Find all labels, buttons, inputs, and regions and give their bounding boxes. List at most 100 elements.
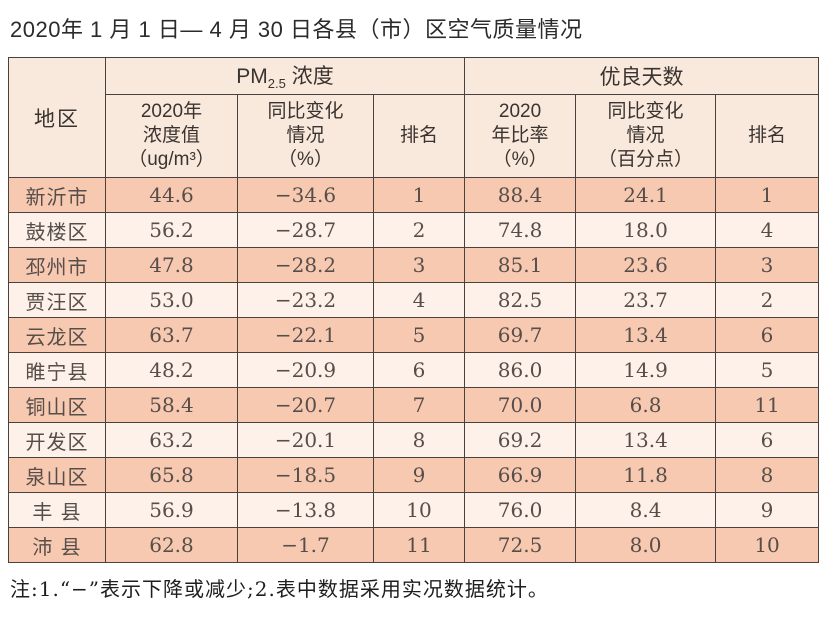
cell-pm-change: −20.9 bbox=[237, 352, 374, 388]
cell-pm-value: 63.7 bbox=[105, 317, 238, 353]
cell-good-rank: 3 bbox=[715, 247, 820, 283]
table-header: 地区 PM2.5 浓度 优良天数 2020年 浓度值 （ug/m³） 同比变化 … bbox=[8, 57, 820, 178]
cell-good-change: 24.1 bbox=[575, 177, 717, 213]
cell-good-rank: 4 bbox=[715, 212, 820, 248]
cell-pm-rank: 7 bbox=[372, 387, 466, 423]
cell-pm-value: 53.0 bbox=[105, 282, 238, 318]
cell-pm-value: 65.8 bbox=[105, 457, 238, 493]
cell-region: 铜山区 bbox=[8, 387, 106, 423]
cell-good-rank: 6 bbox=[715, 422, 820, 458]
pm25-label: PM bbox=[236, 65, 268, 89]
cell-region: 泉山区 bbox=[8, 457, 106, 493]
pm25-label-rest: 浓度 bbox=[285, 65, 334, 89]
cell-good-change: 13.4 bbox=[575, 317, 717, 353]
cell-good-change: 23.6 bbox=[575, 247, 717, 283]
cell-good-change: 11.8 bbox=[575, 457, 717, 493]
cell-region: 贾汪区 bbox=[8, 282, 106, 318]
cell-good-change: 23.7 bbox=[575, 282, 717, 318]
table-row: 丰 县 56.9 −13.8 10 76.0 8.4 9 bbox=[8, 492, 820, 528]
cell-region: 新沂市 bbox=[8, 177, 106, 213]
cell-good-ratio: 74.8 bbox=[464, 212, 577, 248]
cell-pm-value: 48.2 bbox=[105, 352, 238, 388]
cell-pm-value: 56.9 bbox=[105, 492, 238, 528]
table-row: 鼓楼区 56.2 −28.7 2 74.8 18.0 4 bbox=[8, 212, 820, 248]
cell-pm-rank: 6 bbox=[372, 352, 466, 388]
cell-good-rank: 9 bbox=[715, 492, 820, 528]
subheader-good-rank: 排名 bbox=[715, 94, 820, 178]
cell-pm-change: −28.7 bbox=[237, 212, 374, 248]
cell-region: 睢宁县 bbox=[8, 352, 106, 388]
cell-pm-value: 62.8 bbox=[105, 527, 238, 563]
cell-pm-change: −20.1 bbox=[237, 422, 374, 458]
cell-good-change: 8.4 bbox=[575, 492, 717, 528]
cell-pm-value: 63.2 bbox=[105, 422, 238, 458]
cell-pm-change: −34.6 bbox=[237, 177, 374, 213]
cell-good-change: 18.0 bbox=[575, 212, 717, 248]
table-row: 沛 县 62.8 −1.7 11 72.5 8.0 10 bbox=[8, 527, 820, 563]
cell-pm-rank: 10 bbox=[372, 492, 466, 528]
cell-pm-value: 47.8 bbox=[105, 247, 238, 283]
cell-pm-rank: 3 bbox=[372, 247, 466, 283]
cell-good-ratio: 69.7 bbox=[464, 317, 577, 353]
table-footnote: 注:1.“−”表示下降或减少;2.表中数据采用实况数据统计。 bbox=[10, 577, 549, 601]
cell-good-change: 13.4 bbox=[575, 422, 717, 458]
cell-good-ratio: 88.4 bbox=[464, 177, 577, 213]
cell-good-ratio: 70.0 bbox=[464, 387, 577, 423]
cell-pm-change: −22.1 bbox=[237, 317, 374, 353]
cell-good-rank: 11 bbox=[715, 387, 820, 423]
subheader-pm-rank: 排名 bbox=[372, 94, 466, 178]
cell-good-change: 14.9 bbox=[575, 352, 717, 388]
header-group-pm25: PM2.5 浓度 bbox=[104, 57, 466, 95]
cell-region: 开发区 bbox=[8, 422, 106, 458]
cell-pm-rank: 5 bbox=[372, 317, 466, 353]
header-region: 地区 bbox=[8, 57, 106, 178]
cell-good-ratio: 76.0 bbox=[464, 492, 577, 528]
table-row: 开发区 63.2 −20.1 8 69.2 13.4 6 bbox=[8, 422, 820, 458]
cell-pm-change: −23.2 bbox=[237, 282, 374, 318]
table-row: 睢宁县 48.2 −20.9 6 86.0 14.9 5 bbox=[8, 352, 820, 388]
cell-good-rank: 10 bbox=[715, 527, 820, 563]
cell-pm-rank: 8 bbox=[372, 422, 466, 458]
cell-good-ratio: 66.9 bbox=[464, 457, 577, 493]
cell-good-change: 6.8 bbox=[575, 387, 717, 423]
table-row: 云龙区 63.7 −22.1 5 69.7 13.4 6 bbox=[8, 317, 820, 353]
cell-good-ratio: 85.1 bbox=[464, 247, 577, 283]
header-group-good-days: 优良天数 bbox=[464, 57, 820, 95]
cell-pm-change: −1.7 bbox=[237, 527, 374, 563]
cell-pm-change: −20.7 bbox=[237, 387, 374, 423]
cell-good-ratio: 82.5 bbox=[464, 282, 577, 318]
pm25-subscript: 2.5 bbox=[267, 76, 286, 92]
table-row: 贾汪区 53.0 −23.2 4 82.5 23.7 2 bbox=[8, 282, 820, 318]
cell-pm-value: 58.4 bbox=[105, 387, 238, 423]
cell-pm-rank: 4 bbox=[372, 282, 466, 318]
cell-region: 沛 县 bbox=[8, 527, 106, 563]
table-row: 铜山区 58.4 −20.7 7 70.0 6.8 11 bbox=[8, 387, 820, 423]
cell-good-rank: 1 bbox=[715, 177, 820, 213]
cell-good-rank: 5 bbox=[715, 352, 820, 388]
cell-good-change: 8.0 bbox=[575, 527, 717, 563]
cell-pm-rank: 1 bbox=[372, 177, 466, 213]
cell-region: 丰 县 bbox=[8, 492, 106, 528]
cell-region: 鼓楼区 bbox=[8, 212, 106, 248]
subheader-good-ratio: 2020 年比率 （%） bbox=[464, 94, 577, 178]
cell-pm-change: −28.2 bbox=[237, 247, 374, 283]
cell-pm-rank: 11 bbox=[372, 527, 466, 563]
cell-pm-value: 44.6 bbox=[105, 177, 238, 213]
cell-pm-value: 56.2 bbox=[105, 212, 238, 248]
table-row: 泉山区 65.8 −18.5 9 66.9 11.8 8 bbox=[8, 457, 820, 493]
subheader-good-change: 同比变化 情况 （百分点） bbox=[575, 94, 717, 178]
air-quality-table: 地区 PM2.5 浓度 优良天数 2020年 浓度值 （ug/m³） 同比变化 … bbox=[8, 57, 820, 563]
table-row: 新沂市 44.6 −34.6 1 88.4 24.1 1 bbox=[8, 177, 820, 213]
subheader-pm-value: 2020年 浓度值 （ug/m³） bbox=[105, 94, 238, 178]
cell-pm-rank: 9 bbox=[372, 457, 466, 493]
table-row: 邳州市 47.8 −28.2 3 85.1 23.6 3 bbox=[8, 247, 820, 283]
cell-good-ratio: 86.0 bbox=[464, 352, 577, 388]
cell-good-ratio: 72.5 bbox=[464, 527, 577, 563]
page-title: 2020年 1 月 1 日— 4 月 30 日各县（市）区空气质量情况 bbox=[10, 17, 583, 42]
cell-pm-change: −18.5 bbox=[237, 457, 374, 493]
cell-region: 邳州市 bbox=[8, 247, 106, 283]
cell-pm-rank: 2 bbox=[372, 212, 466, 248]
cell-good-rank: 6 bbox=[715, 317, 820, 353]
cell-good-rank: 2 bbox=[715, 282, 820, 318]
cell-region: 云龙区 bbox=[8, 317, 106, 353]
